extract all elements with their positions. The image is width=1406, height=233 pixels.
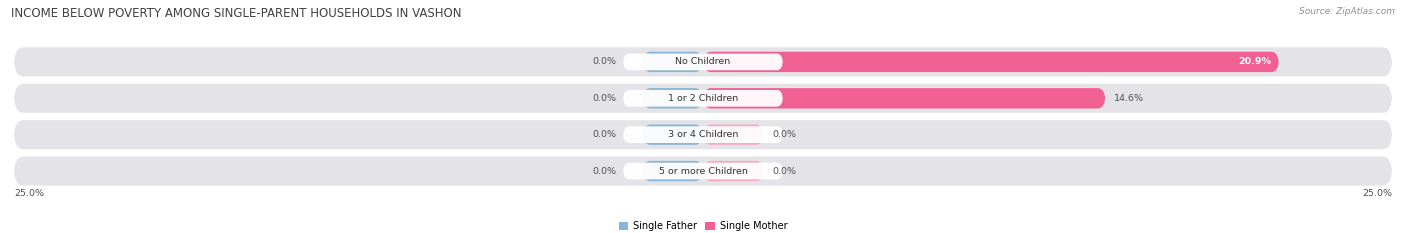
- Text: INCOME BELOW POVERTY AMONG SINGLE-PARENT HOUSEHOLDS IN VASHON: INCOME BELOW POVERTY AMONG SINGLE-PARENT…: [11, 7, 461, 20]
- FancyBboxPatch shape: [703, 161, 763, 181]
- FancyBboxPatch shape: [623, 163, 783, 179]
- FancyBboxPatch shape: [703, 124, 763, 145]
- Text: 0.0%: 0.0%: [592, 130, 616, 139]
- Text: 14.6%: 14.6%: [1114, 94, 1143, 103]
- FancyBboxPatch shape: [623, 90, 783, 107]
- Text: 5 or more Children: 5 or more Children: [658, 167, 748, 175]
- Text: 25.0%: 25.0%: [14, 189, 44, 198]
- FancyBboxPatch shape: [703, 88, 1105, 109]
- Text: 1 or 2 Children: 1 or 2 Children: [668, 94, 738, 103]
- FancyBboxPatch shape: [643, 161, 703, 181]
- Text: 3 or 4 Children: 3 or 4 Children: [668, 130, 738, 139]
- FancyBboxPatch shape: [14, 157, 1392, 186]
- Text: No Children: No Children: [675, 57, 731, 66]
- FancyBboxPatch shape: [643, 88, 703, 109]
- FancyBboxPatch shape: [14, 47, 1392, 76]
- Text: 25.0%: 25.0%: [1362, 189, 1392, 198]
- Text: 0.0%: 0.0%: [592, 57, 616, 66]
- FancyBboxPatch shape: [14, 84, 1392, 113]
- FancyBboxPatch shape: [703, 52, 1279, 72]
- FancyBboxPatch shape: [623, 126, 783, 143]
- Legend: Single Father, Single Mother: Single Father, Single Mother: [614, 217, 792, 233]
- Text: 0.0%: 0.0%: [772, 167, 796, 175]
- FancyBboxPatch shape: [14, 120, 1392, 149]
- FancyBboxPatch shape: [643, 52, 703, 72]
- Text: 20.9%: 20.9%: [1237, 57, 1271, 66]
- Text: 0.0%: 0.0%: [772, 130, 796, 139]
- Text: 0.0%: 0.0%: [592, 167, 616, 175]
- Text: 0.0%: 0.0%: [592, 94, 616, 103]
- FancyBboxPatch shape: [643, 124, 703, 145]
- Text: Source: ZipAtlas.com: Source: ZipAtlas.com: [1299, 7, 1395, 16]
- FancyBboxPatch shape: [623, 54, 783, 70]
